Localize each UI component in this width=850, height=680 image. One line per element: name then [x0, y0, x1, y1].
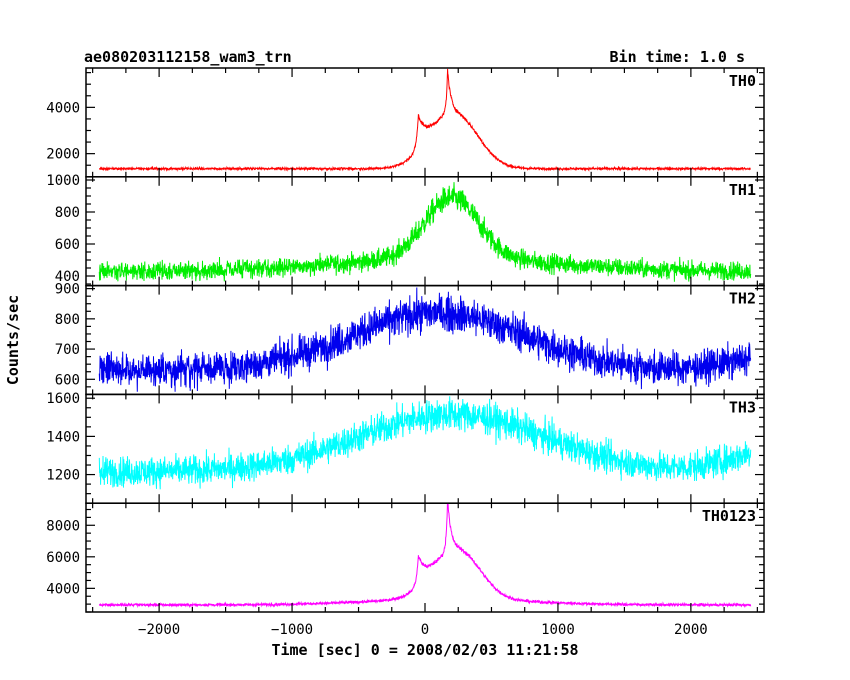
x-tick-label: −1000: [271, 622, 313, 638]
x-tick-label: −2000: [138, 622, 180, 638]
x-tick-label: 0: [421, 622, 429, 638]
y-tick-label: 800: [55, 312, 80, 328]
panel-label-th3: TH3: [729, 398, 756, 416]
y-tick-label: 900: [55, 282, 80, 298]
y-tick-label: 8000: [46, 518, 80, 534]
panel-th3: 1200 1400 1600 TH3: [46, 391, 765, 504]
panel-label-th0: TH0: [729, 72, 756, 90]
bin-time-label: Bin time: 1.0 s: [610, 48, 745, 66]
panel-th2: 600 700 800 900 TH2: [55, 282, 765, 396]
panels: 2000 4000 TH0 400 600 800 1000 TH1 600 700 800 900 T…: [46, 67, 765, 613]
y-tick-label: 1200: [46, 468, 80, 484]
panel-frame: [85, 393, 765, 504]
x-axis-label: Time [sec] 0 = 2008/02/03 11:21:58: [271, 641, 578, 659]
panel-th0: 2000 4000 TH0: [46, 67, 765, 178]
series-line-th2: [98, 287, 752, 392]
series-line-th0: [98, 68, 751, 172]
x-tick-label: 1000: [541, 622, 575, 638]
y-tick-label: 4000: [46, 100, 80, 116]
panel-frame: [85, 284, 765, 396]
y-axis-label: Counts/sec: [4, 295, 22, 385]
y-tick-label: 2000: [46, 147, 80, 163]
y-tick-label: 6000: [46, 550, 80, 566]
y-tick-label: 1400: [46, 429, 80, 445]
panel-th0123: 4000 6000 8000 TH0123: [46, 502, 765, 613]
y-tick-label: 800: [55, 205, 80, 221]
y-tick-label: 700: [55, 342, 80, 358]
panel-frame: [85, 67, 765, 178]
y-tick-label: 1600: [46, 391, 80, 407]
series-line-th1: [98, 182, 752, 282]
y-tick-label: 4000: [46, 581, 80, 597]
y-tick-label: 400: [55, 269, 80, 285]
series-line-th3: [98, 396, 752, 490]
y-tick-label: 600: [55, 237, 80, 253]
y-tick-label: 1000: [46, 173, 80, 189]
x-tick-label: 2000: [674, 622, 708, 638]
panel-th1: 400 600 800 1000 TH1: [46, 173, 765, 287]
chart-title: ae080203112158_wam3_trn: [84, 48, 292, 66]
series-line-th0123: [98, 503, 752, 609]
panel-label-th0123: TH0123: [702, 507, 756, 525]
y-tick-label: 600: [55, 372, 80, 388]
panel-label-th1: TH1: [729, 181, 756, 199]
panel-frame: [85, 502, 765, 613]
panel-label-th2: TH2: [729, 290, 756, 308]
x-axis: −2000 −1000 0 1000 2000: [138, 622, 708, 638]
